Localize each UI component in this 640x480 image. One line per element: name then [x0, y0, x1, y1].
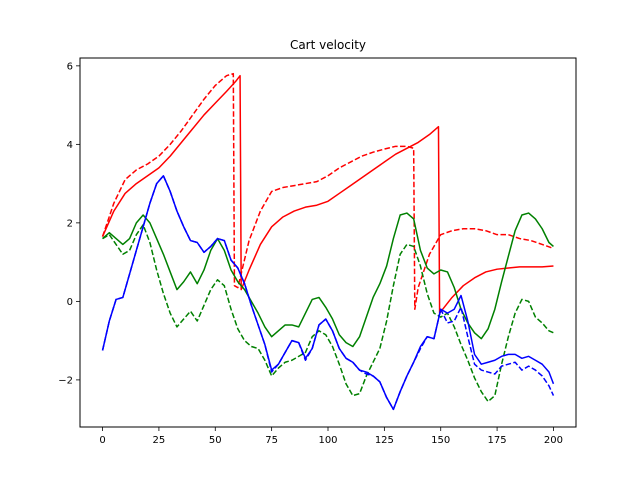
- x-tick-label: 0: [99, 435, 105, 446]
- series-layer: [101, 72, 555, 411]
- x-tick-label: 125: [375, 435, 394, 446]
- x-tick-label: 75: [265, 435, 278, 446]
- x-tick-label: 25: [153, 435, 166, 446]
- y-tick-label: 4: [67, 140, 73, 151]
- x-axis: 0 25 50 75 100 125 150 175 200: [99, 427, 563, 446]
- x-tick-label: 100: [318, 435, 337, 446]
- x-tick-label: 150: [431, 435, 450, 446]
- y-tick-label: 0: [67, 297, 73, 308]
- series-line-4: [102, 212, 554, 348]
- series-line-1: [101, 72, 554, 310]
- x-tick-label: 200: [544, 435, 563, 446]
- series-line-6: [101, 175, 555, 411]
- chart-title: Cart velocity: [290, 38, 366, 52]
- x-tick-label: 50: [209, 435, 222, 446]
- x-tick-label: 175: [488, 435, 507, 446]
- y-axis: −2 0 2 4 6: [58, 61, 80, 386]
- series-line-3: [102, 224, 554, 403]
- y-tick-label: −2: [58, 375, 73, 386]
- series-line-2: [101, 74, 554, 314]
- y-tick-label: 2: [67, 218, 73, 229]
- y-tick-label: 6: [67, 61, 73, 72]
